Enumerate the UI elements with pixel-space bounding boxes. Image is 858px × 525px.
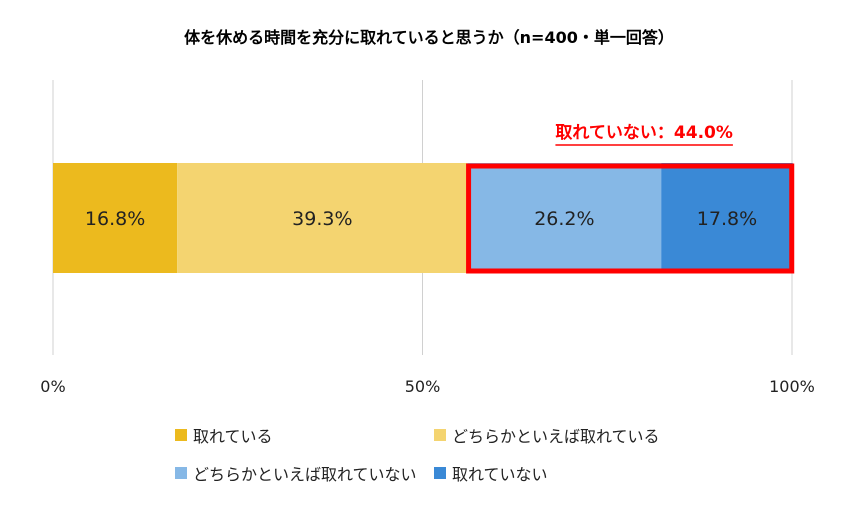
legend-swatch-3 [175,467,187,479]
x-tick-label-2: 100% [769,377,815,396]
legend-item-1: 取れている [175,423,273,447]
bar-segment-1 [53,163,178,273]
legend-swatch-4 [434,467,446,479]
legend-label-4: 取れていない [452,465,548,484]
legend-swatch-1 [175,429,187,441]
annotation-text: 取れていない：44.0% [555,123,732,143]
legend-label-1: 取れている [193,427,273,446]
data-label-1: 16.8% [85,208,145,230]
bar-segment-2 [177,163,468,273]
legend-item-4: 取れていない [434,461,548,485]
legend-swatch-2 [434,429,446,441]
bar-segment-3 [467,163,662,273]
legend-label-3: どちらかといえば取れていない [193,465,417,484]
highlight-box [466,163,795,274]
x-tick-label-1: 50% [405,377,441,396]
data-label-4: 17.8% [697,208,757,230]
x-tick-label-0: 0% [40,377,65,396]
data-label-3: 26.2% [534,208,594,230]
legend-item-3: どちらかといえば取れていない [175,461,417,485]
legend-item-2: どちらかといえば取れている [434,423,660,447]
data-label-2: 39.3% [292,208,352,230]
bar-segment-4 [661,163,793,273]
chart-title: 体を休める時間を充分に取れていると思うか（n=400・単一回答） [184,28,674,47]
legend-label-2: どちらかといえば取れている [452,427,660,446]
